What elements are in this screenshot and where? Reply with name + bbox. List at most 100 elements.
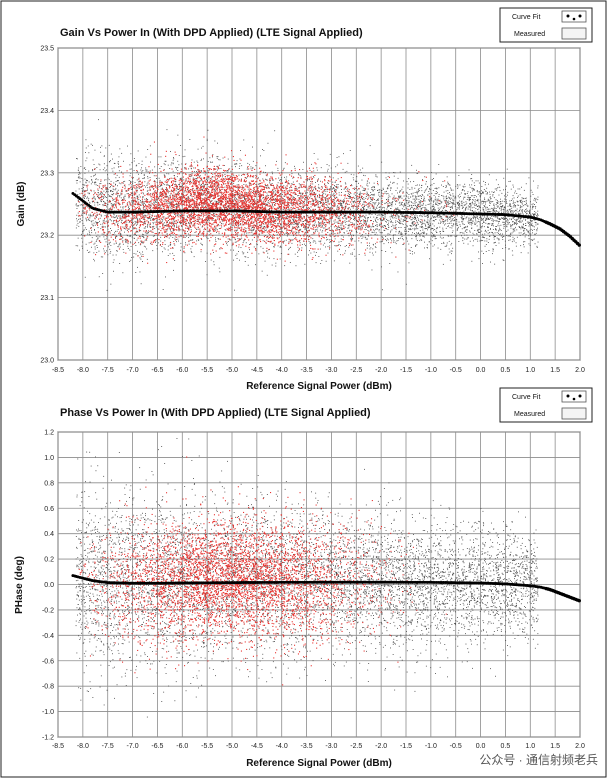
- measured-point: [498, 242, 500, 244]
- measured-point: [251, 234, 253, 236]
- measured-point: [322, 200, 324, 202]
- measured-point: [463, 227, 465, 229]
- measured-point: [315, 229, 317, 231]
- measured-point: [202, 244, 203, 246]
- measured-point: [192, 177, 194, 179]
- measured-point: [171, 225, 173, 227]
- measured-point: [115, 237, 116, 239]
- measured-point: [294, 165, 295, 167]
- measured-point: [537, 213, 538, 215]
- measured-point: [164, 248, 166, 250]
- measured-point: [464, 193, 466, 195]
- measured-point: [452, 218, 454, 219]
- measured-point: [130, 153, 132, 155]
- measured-point: [415, 214, 417, 216]
- measured-point: [161, 185, 163, 186]
- measured-point: [337, 178, 339, 180]
- measured-point: [434, 235, 436, 237]
- measured-point: [132, 218, 134, 220]
- measured-point: [221, 226, 223, 228]
- measured-point: [107, 222, 109, 223]
- measured-point: [480, 217, 482, 219]
- measured-point: [117, 161, 119, 162]
- measured-point: [535, 222, 537, 224]
- measured-point: [501, 217, 503, 219]
- measured-point: [109, 248, 111, 250]
- measured-point: [313, 153, 315, 154]
- measured-point: [201, 213, 202, 214]
- measured-point: [139, 251, 141, 253]
- measured-point: [483, 253, 484, 254]
- measured-point: [471, 207, 473, 209]
- measured-point: [481, 230, 483, 232]
- measured-point: [273, 258, 275, 260]
- measured-point: [206, 187, 208, 189]
- measured-point: [450, 244, 452, 246]
- measured-point: [93, 175, 94, 177]
- measured-point: [156, 194, 158, 196]
- measured-point: [417, 216, 418, 218]
- measured-point: [333, 188, 335, 190]
- measured-point: [202, 205, 204, 207]
- measured-point: [256, 243, 258, 245]
- measured-point: [141, 201, 143, 203]
- measured-point: [425, 210, 427, 212]
- measured-point: [224, 178, 225, 180]
- measured-point: [83, 225, 85, 226]
- measured-point: [438, 216, 440, 218]
- measured-point: [433, 178, 434, 179]
- measured-point: [327, 252, 329, 254]
- measured-point: [382, 187, 384, 189]
- measured-point: [326, 164, 328, 165]
- measured-point: [89, 213, 91, 215]
- measured-point: [420, 209, 422, 211]
- measured-point: [179, 223, 181, 225]
- measured-point: [529, 212, 530, 214]
- measured-point: [493, 191, 495, 193]
- measured-point: [497, 184, 499, 186]
- measured-point: [96, 222, 98, 223]
- measured-point: [152, 218, 153, 220]
- measured-point: [161, 181, 163, 183]
- measured-point: [120, 233, 122, 235]
- measured-point: [395, 225, 397, 227]
- measured-point: [116, 235, 117, 237]
- measured-point: [488, 210, 490, 212]
- measured-point: [199, 180, 200, 182]
- measured-point: [150, 223, 151, 225]
- measured-point: [474, 223, 476, 225]
- measured-point: [447, 181, 449, 183]
- measured-point: [343, 199, 345, 201]
- measured-point: [395, 227, 397, 228]
- measured-point: [247, 162, 249, 164]
- measured-point: [295, 265, 297, 267]
- measured-point: [197, 170, 199, 172]
- measured-point: [172, 221, 174, 223]
- measured-point: [243, 240, 245, 241]
- measured-point: [310, 252, 312, 254]
- measured-point: [283, 240, 285, 242]
- measured-point: [422, 227, 424, 229]
- measured-point: [477, 229, 479, 231]
- measured-point: [79, 193, 81, 195]
- measured-point: [233, 174, 235, 176]
- measured-point: [388, 199, 390, 201]
- measured-point: [512, 228, 514, 230]
- measured-point: [353, 201, 354, 203]
- measured-point: [491, 191, 493, 193]
- measured-point: [421, 196, 422, 198]
- measured-point: [188, 237, 189, 238]
- measured-point: [138, 212, 139, 214]
- measured-point: [251, 218, 253, 219]
- measured-point: [87, 219, 89, 221]
- measured-point: [418, 201, 420, 203]
- measured-point: [466, 216, 468, 218]
- measured-point: [513, 223, 515, 225]
- measured-point: [350, 222, 352, 223]
- measured-point: [241, 193, 243, 195]
- measured-point: [109, 201, 111, 203]
- measured-point: [182, 200, 184, 202]
- measured-point: [267, 256, 268, 258]
- measured-point: [298, 232, 300, 234]
- measured-point: [337, 250, 339, 252]
